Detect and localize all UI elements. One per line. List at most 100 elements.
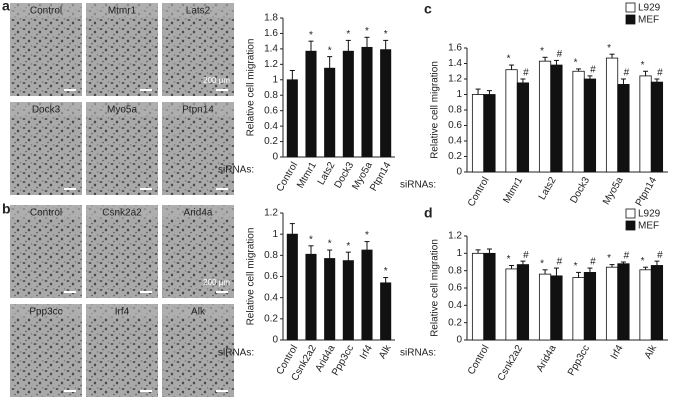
y-tick-label: 1 [272, 74, 278, 85]
micrograph [86, 304, 158, 397]
y-axis-label: Relative cell migration [430, 239, 441, 337]
image-label: Mtmr1 [108, 6, 137, 17]
significance-marker: * [346, 241, 350, 252]
y-tick-label: 1 [456, 89, 462, 100]
y-tick-label: 1.6 [264, 28, 278, 39]
x-tick-label: Irf4 [358, 343, 375, 361]
x-axis-label: siRNAs: [400, 180, 436, 191]
y-tick-label: 0 [272, 335, 278, 346]
label-band [162, 205, 234, 219]
label-band [162, 304, 234, 318]
x-tick-label: Control [275, 160, 301, 193]
y-tick-label: 0.8 [448, 105, 462, 116]
significance-marker: # [557, 49, 563, 60]
bar [324, 258, 336, 341]
label-band [86, 304, 158, 318]
bar [471, 94, 485, 173]
significance-marker: * [384, 29, 388, 40]
y-tick-label: 0.8 [264, 90, 278, 101]
image-label: Dock3 [32, 105, 61, 116]
y-tick-label: 0.2 [448, 317, 462, 328]
significance-marker: * [384, 266, 388, 277]
significance-marker: * [641, 256, 645, 267]
bar [617, 84, 630, 173]
bar [572, 70, 585, 173]
bar [516, 82, 530, 173]
micrograph [162, 3, 234, 96]
x-tick-label: Control [466, 343, 492, 376]
bar [483, 94, 496, 173]
legend-swatch [625, 208, 636, 219]
y-tick-label: 0.6 [264, 271, 278, 282]
x-tick-label: Arid4a [535, 343, 559, 374]
x-tick-label: Csnk2a2 [496, 343, 525, 383]
y-tick-label: 0 [456, 335, 462, 346]
bar [483, 252, 496, 341]
image-label: Myo5a [107, 105, 137, 116]
image-label: Ppp3cc [29, 307, 62, 318]
y-axis-label: Relative cell migration [246, 228, 257, 326]
panel-label: a [2, 0, 10, 14]
x-tick-label: Alk [643, 342, 660, 360]
significance-marker: * [574, 261, 578, 272]
bar [550, 64, 563, 173]
x-tick-label: Dock3 [568, 175, 592, 205]
y-tick-label: 1.6 [448, 43, 462, 54]
image-label: Alk [191, 307, 206, 318]
micrograph [86, 102, 158, 195]
bar [286, 79, 298, 158]
bar [583, 271, 597, 341]
bar [361, 46, 373, 158]
bar [605, 57, 619, 173]
scale-label: 200 μm [203, 278, 230, 287]
panel-label: d [424, 205, 433, 221]
significance-marker: * [309, 30, 313, 41]
bar [639, 75, 652, 173]
significance-marker: * [365, 26, 369, 37]
bar [538, 273, 552, 341]
bar [605, 266, 619, 341]
x-axis-label: siRNAs: [218, 348, 254, 359]
image-label: Irf4 [115, 307, 130, 318]
significance-marker: * [346, 29, 350, 40]
label-band [10, 3, 82, 17]
y-tick-label: 1 [272, 229, 278, 240]
y-tick-label: 1.2 [448, 231, 462, 242]
significance-marker: # [557, 257, 563, 268]
x-tick-label: Lats2 [537, 175, 559, 202]
y-tick-label: 1.2 [448, 74, 462, 85]
image-label: Arid4a [184, 208, 213, 219]
x-tick-label: Control [466, 175, 492, 208]
significance-marker: * [328, 45, 332, 56]
significance-marker: * [365, 230, 369, 241]
bar [380, 282, 392, 341]
significance-marker: # [624, 251, 630, 262]
legend-swatch [625, 220, 636, 231]
y-tick-label: 0.2 [264, 313, 278, 324]
significance-marker: * [574, 58, 578, 69]
legend-swatch [625, 2, 636, 13]
legend-label: MEF [638, 15, 659, 26]
significance-marker: * [540, 46, 544, 57]
image-label: Control [30, 6, 62, 17]
x-tick-label: Ptpn14 [634, 175, 660, 208]
bar [650, 81, 664, 173]
micrograph [10, 3, 82, 96]
bar [342, 50, 354, 158]
micrograph [10, 102, 82, 195]
label-band [162, 102, 234, 116]
label-band [10, 205, 82, 219]
legend-swatch [625, 14, 636, 25]
x-tick-label: Irf4 [609, 343, 626, 361]
bar [617, 263, 630, 341]
bar [550, 275, 563, 341]
micrograph [162, 102, 234, 195]
image-label: Lats2 [186, 6, 211, 17]
bar [650, 265, 664, 341]
significance-marker: * [328, 239, 332, 250]
y-tick-label: 0.4 [448, 300, 462, 311]
image-label: Csnk2a2 [102, 208, 142, 219]
micrograph [162, 205, 234, 298]
significance-marker: * [641, 60, 645, 71]
